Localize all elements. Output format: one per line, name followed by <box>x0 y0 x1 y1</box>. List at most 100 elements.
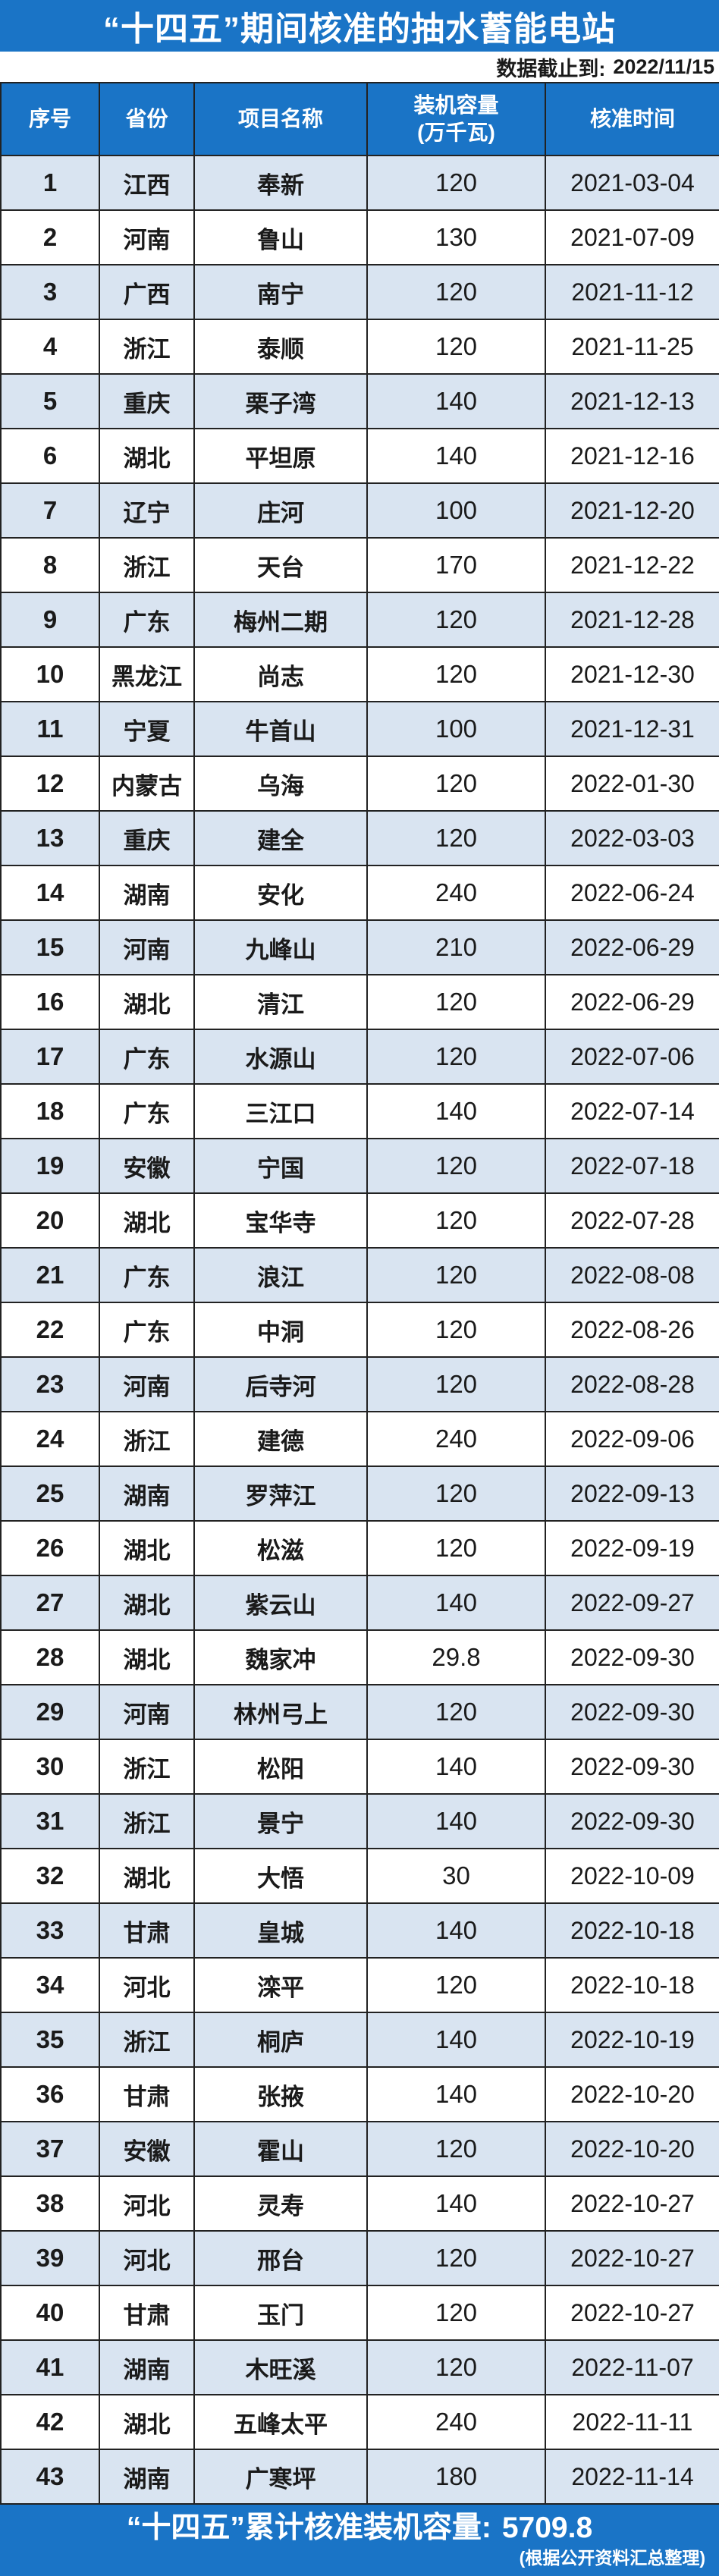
cell-province: 河北 <box>99 1957 195 2013</box>
cell-capacity: 120 <box>366 1356 546 1412</box>
cell-seq: 36 <box>0 2066 100 2122</box>
cell-date: 2022-09-30 <box>545 1629 719 1685</box>
cell-project: 浪江 <box>193 1247 368 1303</box>
cell-date: 2022-08-26 <box>545 1302 719 1358</box>
cell-project: 奉新 <box>193 155 368 211</box>
footer-source-note: (根据公开资料汇总整理) <box>519 2548 705 2568</box>
cell-project: 紫云山 <box>193 1575 368 1631</box>
cell-province: 甘肃 <box>99 2066 195 2122</box>
table-row: 15 河南 九峰山 210 2022-06-29 <box>0 919 719 975</box>
cell-capacity: 120 <box>366 974 546 1030</box>
cell-date: 2022-07-06 <box>545 1029 719 1085</box>
header-province: 省份 <box>99 82 195 156</box>
cell-project: 中洞 <box>193 1302 368 1358</box>
cell-seq: 38 <box>0 2175 100 2232</box>
cell-seq: 34 <box>0 1957 100 2013</box>
cell-seq: 28 <box>0 1629 100 1685</box>
cell-province: 湖北 <box>99 428 195 484</box>
table-row: 18 广东 三江口 140 2022-07-14 <box>0 1083 719 1139</box>
cell-date: 2022-09-06 <box>545 1411 719 1467</box>
table-row: 42 湖北 五峰太平 240 2022-11-11 <box>0 2394 719 2450</box>
cell-capacity: 120 <box>366 1957 546 2013</box>
cell-capacity: 240 <box>366 2394 546 2450</box>
cell-project: 大悟 <box>193 1848 368 1904</box>
footer-total-value: 5709.8 <box>501 2512 593 2545</box>
cell-project: 安化 <box>193 865 368 921</box>
data-cutoff-label: 数据截止到: <box>496 57 606 80</box>
cell-project: 天台 <box>193 537 368 593</box>
cell-date: 2021-12-20 <box>545 482 719 539</box>
cell-date: 2021-12-28 <box>545 592 719 648</box>
cell-date: 2022-09-30 <box>545 1793 719 1849</box>
table-row: 21 广东 浪江 120 2022-08-08 <box>0 1247 719 1303</box>
table-row: 17 广东 水源山 120 2022-07-06 <box>0 1029 719 1085</box>
cell-province: 浙江 <box>99 1793 195 1849</box>
table-row: 19 安徽 宁国 120 2022-07-18 <box>0 1138 719 1194</box>
table-row: 1 江西 奉新 120 2021-03-04 <box>0 155 719 211</box>
cell-province: 河南 <box>99 1356 195 1412</box>
cell-seq: 15 <box>0 919 100 975</box>
cell-province: 湖南 <box>99 865 195 921</box>
cell-date: 2022-08-08 <box>545 1247 719 1303</box>
cell-province: 湖北 <box>99 1192 195 1249</box>
cell-province: 辽宁 <box>99 482 195 539</box>
cell-capacity: 120 <box>366 2121 546 2177</box>
footer-total-label: “十四五”累计核准装机容量: <box>126 2512 491 2545</box>
cell-seq: 18 <box>0 1083 100 1139</box>
cell-province: 广东 <box>99 1247 195 1303</box>
cell-capacity: 120 <box>366 2230 546 2286</box>
cell-province: 河南 <box>99 1684 195 1740</box>
cell-capacity: 140 <box>366 2066 546 2122</box>
cell-capacity: 240 <box>366 865 546 921</box>
cell-seq: 10 <box>0 646 100 702</box>
cell-date: 2022-10-18 <box>545 1957 719 2013</box>
table-row: 5 重庆 栗子湾 140 2021-12-13 <box>0 373 719 429</box>
table-row: 2 河南 鲁山 130 2021-07-09 <box>0 209 719 265</box>
cell-province: 浙江 <box>99 1739 195 1795</box>
cell-capacity: 120 <box>366 646 546 702</box>
cell-seq: 40 <box>0 2285 100 2341</box>
cell-seq: 42 <box>0 2394 100 2450</box>
cell-project: 平坦原 <box>193 428 368 484</box>
cell-project: 宝华寺 <box>193 1192 368 1249</box>
cell-seq: 16 <box>0 974 100 1030</box>
cell-province: 浙江 <box>99 2012 195 2068</box>
cell-province: 宁夏 <box>99 701 195 757</box>
cell-project: 梅州二期 <box>193 592 368 648</box>
cell-project: 栗子湾 <box>193 373 368 429</box>
cell-seq: 23 <box>0 1356 100 1412</box>
table-row: 8 浙江 天台 170 2021-12-22 <box>0 537 719 593</box>
cell-project: 皇城 <box>193 1902 368 1959</box>
cell-capacity: 120 <box>366 810 546 866</box>
cell-seq: 4 <box>0 319 100 375</box>
cell-date: 2021-03-04 <box>545 155 719 211</box>
table-row: 10 黑龙江 尚志 120 2021-12-30 <box>0 646 719 702</box>
cell-province: 安徽 <box>99 2121 195 2177</box>
cell-project: 水源山 <box>193 1029 368 1085</box>
cell-province: 河南 <box>99 209 195 265</box>
cell-province: 河北 <box>99 2175 195 2232</box>
cell-date: 2022-06-29 <box>545 919 719 975</box>
table-row: 40 甘肃 玉门 120 2022-10-27 <box>0 2285 719 2341</box>
cell-date: 2022-10-27 <box>545 2230 719 2286</box>
table-body: 1 江西 奉新 120 2021-03-04 2 河南 鲁山 130 2021-07-09 3 广西南… <box>0 155 719 2505</box>
cell-date: 2022-10-09 <box>545 1848 719 1904</box>
cell-capacity: 120 <box>366 1029 546 1085</box>
cell-capacity: 120 <box>366 2339 546 2395</box>
cell-date: 2022-10-20 <box>545 2066 719 2122</box>
cell-date: 2022-10-18 <box>545 1902 719 1959</box>
cell-capacity: 120 <box>366 264 546 320</box>
cell-capacity: 140 <box>366 1575 546 1631</box>
cell-province: 湖北 <box>99 1520 195 1576</box>
cell-province: 湖南 <box>99 1465 195 1522</box>
cell-project: 建德 <box>193 1411 368 1467</box>
cell-capacity: 120 <box>366 155 546 211</box>
table-row: 41 湖南 木旺溪 120 2022-11-07 <box>0 2339 719 2395</box>
cell-seq: 35 <box>0 2012 100 2068</box>
cell-date: 2021-11-25 <box>545 319 719 375</box>
cell-capacity: 120 <box>366 756 546 812</box>
cell-project: 松阳 <box>193 1739 368 1795</box>
cell-capacity: 30 <box>366 1848 546 1904</box>
table-row: 20 湖北 宝华寺 120 2022-07-28 <box>0 1192 719 1249</box>
cell-province: 湖北 <box>99 974 195 1030</box>
